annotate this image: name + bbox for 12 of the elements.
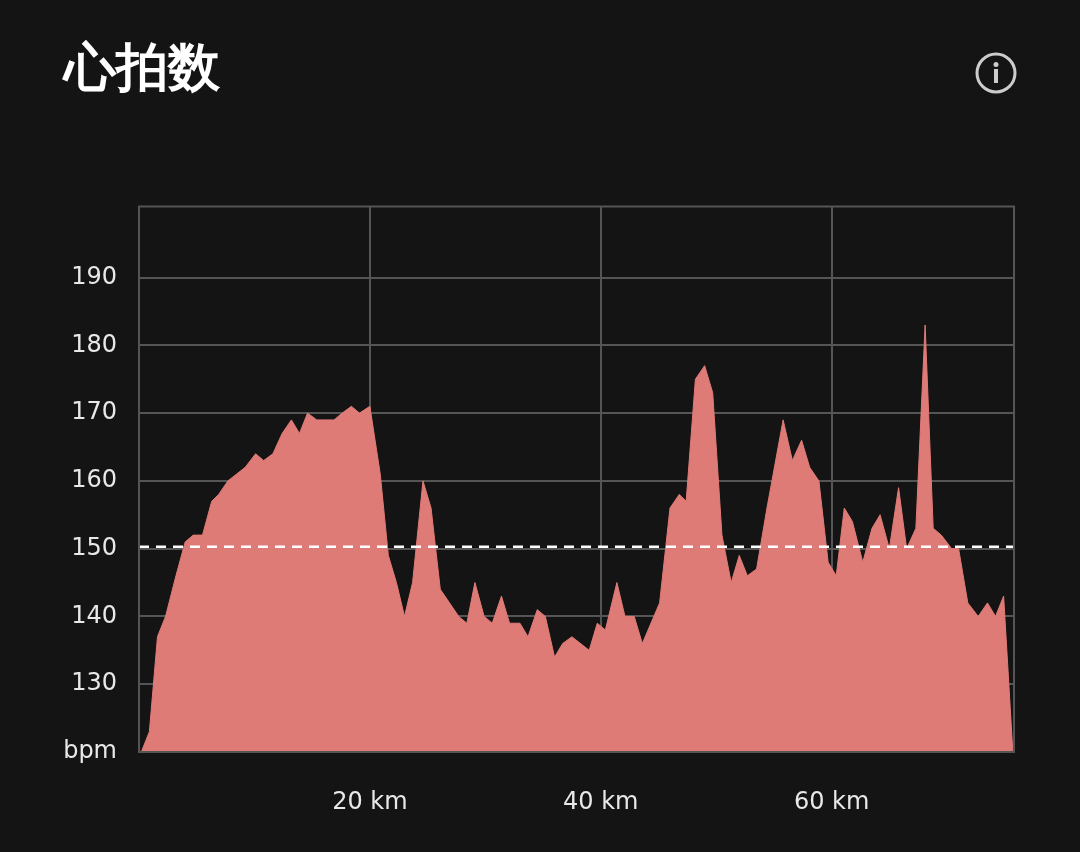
y-tick-label: bpm [63, 736, 117, 765]
y-tick-label: 190 [71, 261, 117, 290]
chart-title: 心拍数 [64, 36, 220, 99]
y-tick-label: 180 [71, 329, 117, 358]
x-tick-label: 40 km [563, 786, 639, 815]
y-tick-label: 170 [71, 397, 117, 426]
y-tick-label: 150 [71, 532, 117, 561]
x-tick-label: 20 km [332, 786, 408, 815]
x-tick-label: 60 km [793, 786, 870, 815]
y-tick-label: 140 [71, 600, 117, 629]
y-tick-label: 130 [71, 668, 117, 697]
y-tick-label: 160 [71, 465, 117, 494]
